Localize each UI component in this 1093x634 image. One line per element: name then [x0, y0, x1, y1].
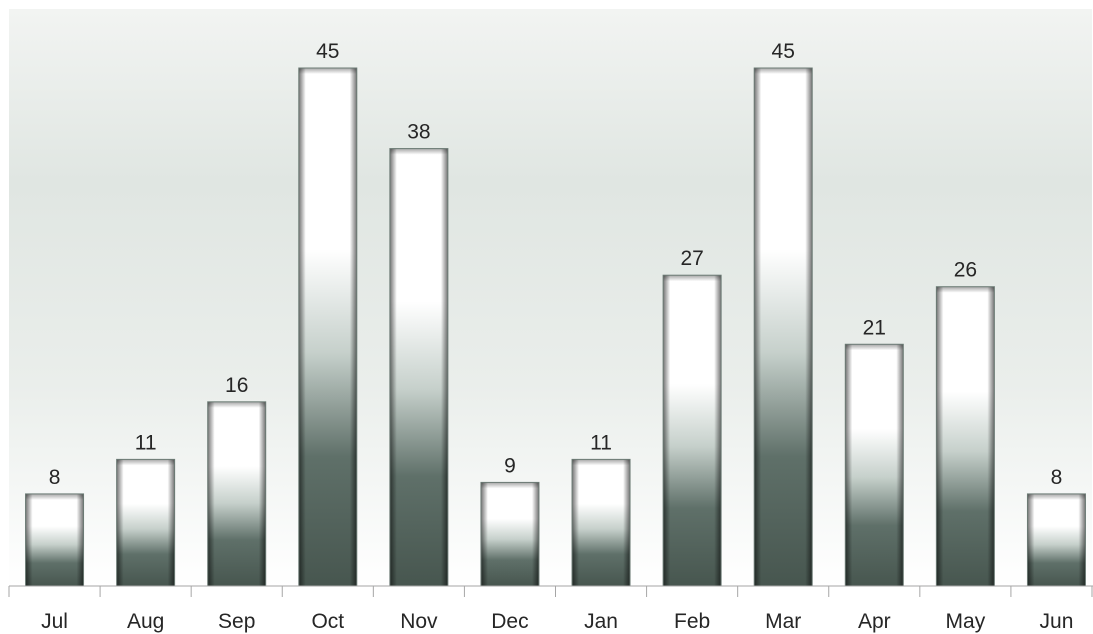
bar-dec: [480, 481, 540, 587]
x-tick-label: Oct: [311, 610, 344, 633]
x-tick-label: Sep: [218, 610, 255, 633]
bar-top-bevel: [389, 148, 448, 155]
bar-top-bevel: [754, 68, 813, 74]
bar-oct: [298, 67, 358, 587]
bar-side-shade: [207, 401, 266, 586]
bar-side-shade: [663, 275, 722, 586]
bar-side-shade: [1027, 493, 1086, 586]
data-labels-layer: 8 11 16 45 38 9 11 27 45 21 26 8: [49, 40, 1063, 489]
data-label: 16: [225, 374, 248, 397]
bar-mar: [753, 67, 813, 587]
data-label: 45: [316, 40, 339, 63]
bar-side-shade: [936, 286, 995, 586]
data-label: 8: [1051, 466, 1063, 489]
x-axis: Jul Aug Sep Oct Nov Dec Jan Feb Mar Apr May Jun: [8, 585, 1093, 633]
bar-may: [935, 286, 995, 587]
bar-top-bevel: [572, 459, 631, 466]
bar-aug: [116, 458, 176, 587]
bar-top-bevel: [845, 344, 904, 351]
bar-side-shade: [389, 148, 448, 587]
bar-jul: [25, 493, 85, 587]
data-label: 27: [680, 247, 703, 270]
bar-side-shade: [25, 493, 84, 586]
x-tick-label: Nov: [400, 610, 438, 633]
data-label: 45: [772, 40, 795, 63]
x-tick-label: Jan: [584, 610, 618, 633]
bar-apr: [844, 343, 904, 587]
data-label: 38: [407, 121, 430, 144]
bar-jan: [571, 458, 631, 587]
bar-side-shade: [298, 68, 357, 586]
bar-side-shade: [754, 68, 813, 586]
data-label: 9: [504, 454, 516, 477]
x-tick-label: Jun: [1040, 610, 1074, 633]
x-tick-label: Feb: [674, 610, 710, 633]
data-label: 21: [863, 316, 886, 339]
data-label: 8: [49, 466, 61, 489]
bar-side-shade: [572, 459, 631, 586]
bar-top-bevel: [936, 286, 995, 293]
data-label: 11: [590, 431, 612, 454]
x-tick-label: Apr: [858, 610, 891, 633]
x-tick-label: Dec: [491, 610, 528, 633]
bar-top-bevel: [1027, 493, 1086, 500]
bar-top-bevel: [663, 275, 722, 282]
data-label: 11: [135, 431, 157, 454]
x-tick-label: Mar: [765, 610, 801, 633]
bar-feb: [662, 274, 722, 587]
bar-top-bevel: [116, 459, 175, 466]
x-tick-label: Jul: [41, 610, 68, 633]
bar-sep: [207, 401, 267, 587]
data-label: 26: [954, 259, 977, 282]
x-tick-label: May: [946, 610, 986, 633]
bar-side-shade: [845, 344, 904, 586]
plot-background: [9, 9, 1092, 586]
x-tick-label: Aug: [127, 610, 164, 633]
bar-jun: [1026, 493, 1086, 587]
bar-side-shade: [480, 482, 539, 586]
bar-nov: [389, 148, 449, 587]
bar-top-bevel: [480, 482, 539, 489]
bar-top-bevel: [207, 401, 266, 408]
bars-layer: [25, 67, 1086, 587]
bar-side-shade: [116, 459, 175, 586]
bar-top-bevel: [25, 493, 84, 500]
bar-top-bevel: [298, 68, 357, 74]
